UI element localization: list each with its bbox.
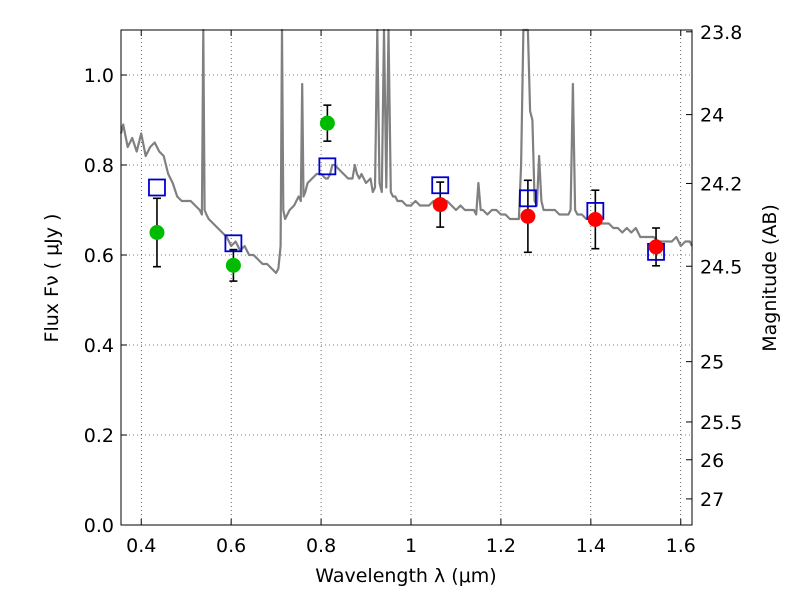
tick-layer: 0.4 0.6 0.8 1 1.2 1.4 1.6 0.0 0.2 0.4 0.6 0.8 1.0 23.… [84, 22, 743, 557]
x-tick-label: 1.2 [486, 535, 516, 557]
model-square [518, 189, 537, 208]
model-square [224, 234, 243, 253]
y-tick-label: 0.0 [84, 515, 114, 537]
model-square [318, 157, 337, 176]
mag-tick-label: 24 [700, 105, 724, 127]
observed-point-nir [587, 211, 603, 227]
mag-tick-label: 25 [700, 352, 724, 374]
errorbar-layer [152, 104, 661, 282]
x-tick-label: 1.4 [576, 535, 606, 557]
mag-tick-label: 23.8 [700, 22, 742, 44]
marker-layer [148, 115, 665, 273]
y-axis-label-right: Magnitude (AB) [759, 204, 781, 352]
x-tick-label: 1 [405, 535, 417, 557]
mag-tick-label: 25.5 [700, 412, 742, 434]
model-square [431, 176, 450, 195]
x-tick-label: 1.6 [666, 535, 696, 557]
y-axis-label: Flux Fν ( μJy ) [41, 214, 63, 343]
x-axis-label: Wavelength λ (μm) [315, 565, 496, 587]
mag-tick-label: 26 [700, 450, 724, 472]
observed-point-optical [225, 257, 241, 273]
y-tick-label: 0.6 [84, 245, 114, 267]
model-square [148, 178, 166, 197]
mag-tick-label: 27 [700, 489, 724, 511]
observed-point-optical [149, 225, 165, 240]
mag-tick-label: 24.5 [700, 256, 742, 278]
x-tick-label: 0.6 [216, 535, 246, 557]
template-sed-line [119, 28, 693, 275]
observed-point-optical [319, 115, 335, 131]
observed-point-nir [432, 197, 448, 213]
x-tick-label: 0.4 [126, 535, 156, 557]
observed-point-nir [520, 208, 536, 224]
mag-tick-label: 24.2 [700, 173, 742, 195]
grid-layer [121, 30, 692, 526]
y-tick-label: 0.4 [84, 335, 114, 357]
y-tick-label: 0.2 [84, 425, 114, 447]
template-layer [119, 28, 693, 275]
observed-point-nir [648, 239, 664, 255]
plot-frame [120, 29, 693, 526]
y-tick-label: 1.0 [84, 65, 114, 87]
y-tick-label: 0.8 [84, 155, 114, 177]
x-tick-label: 0.8 [306, 535, 336, 557]
